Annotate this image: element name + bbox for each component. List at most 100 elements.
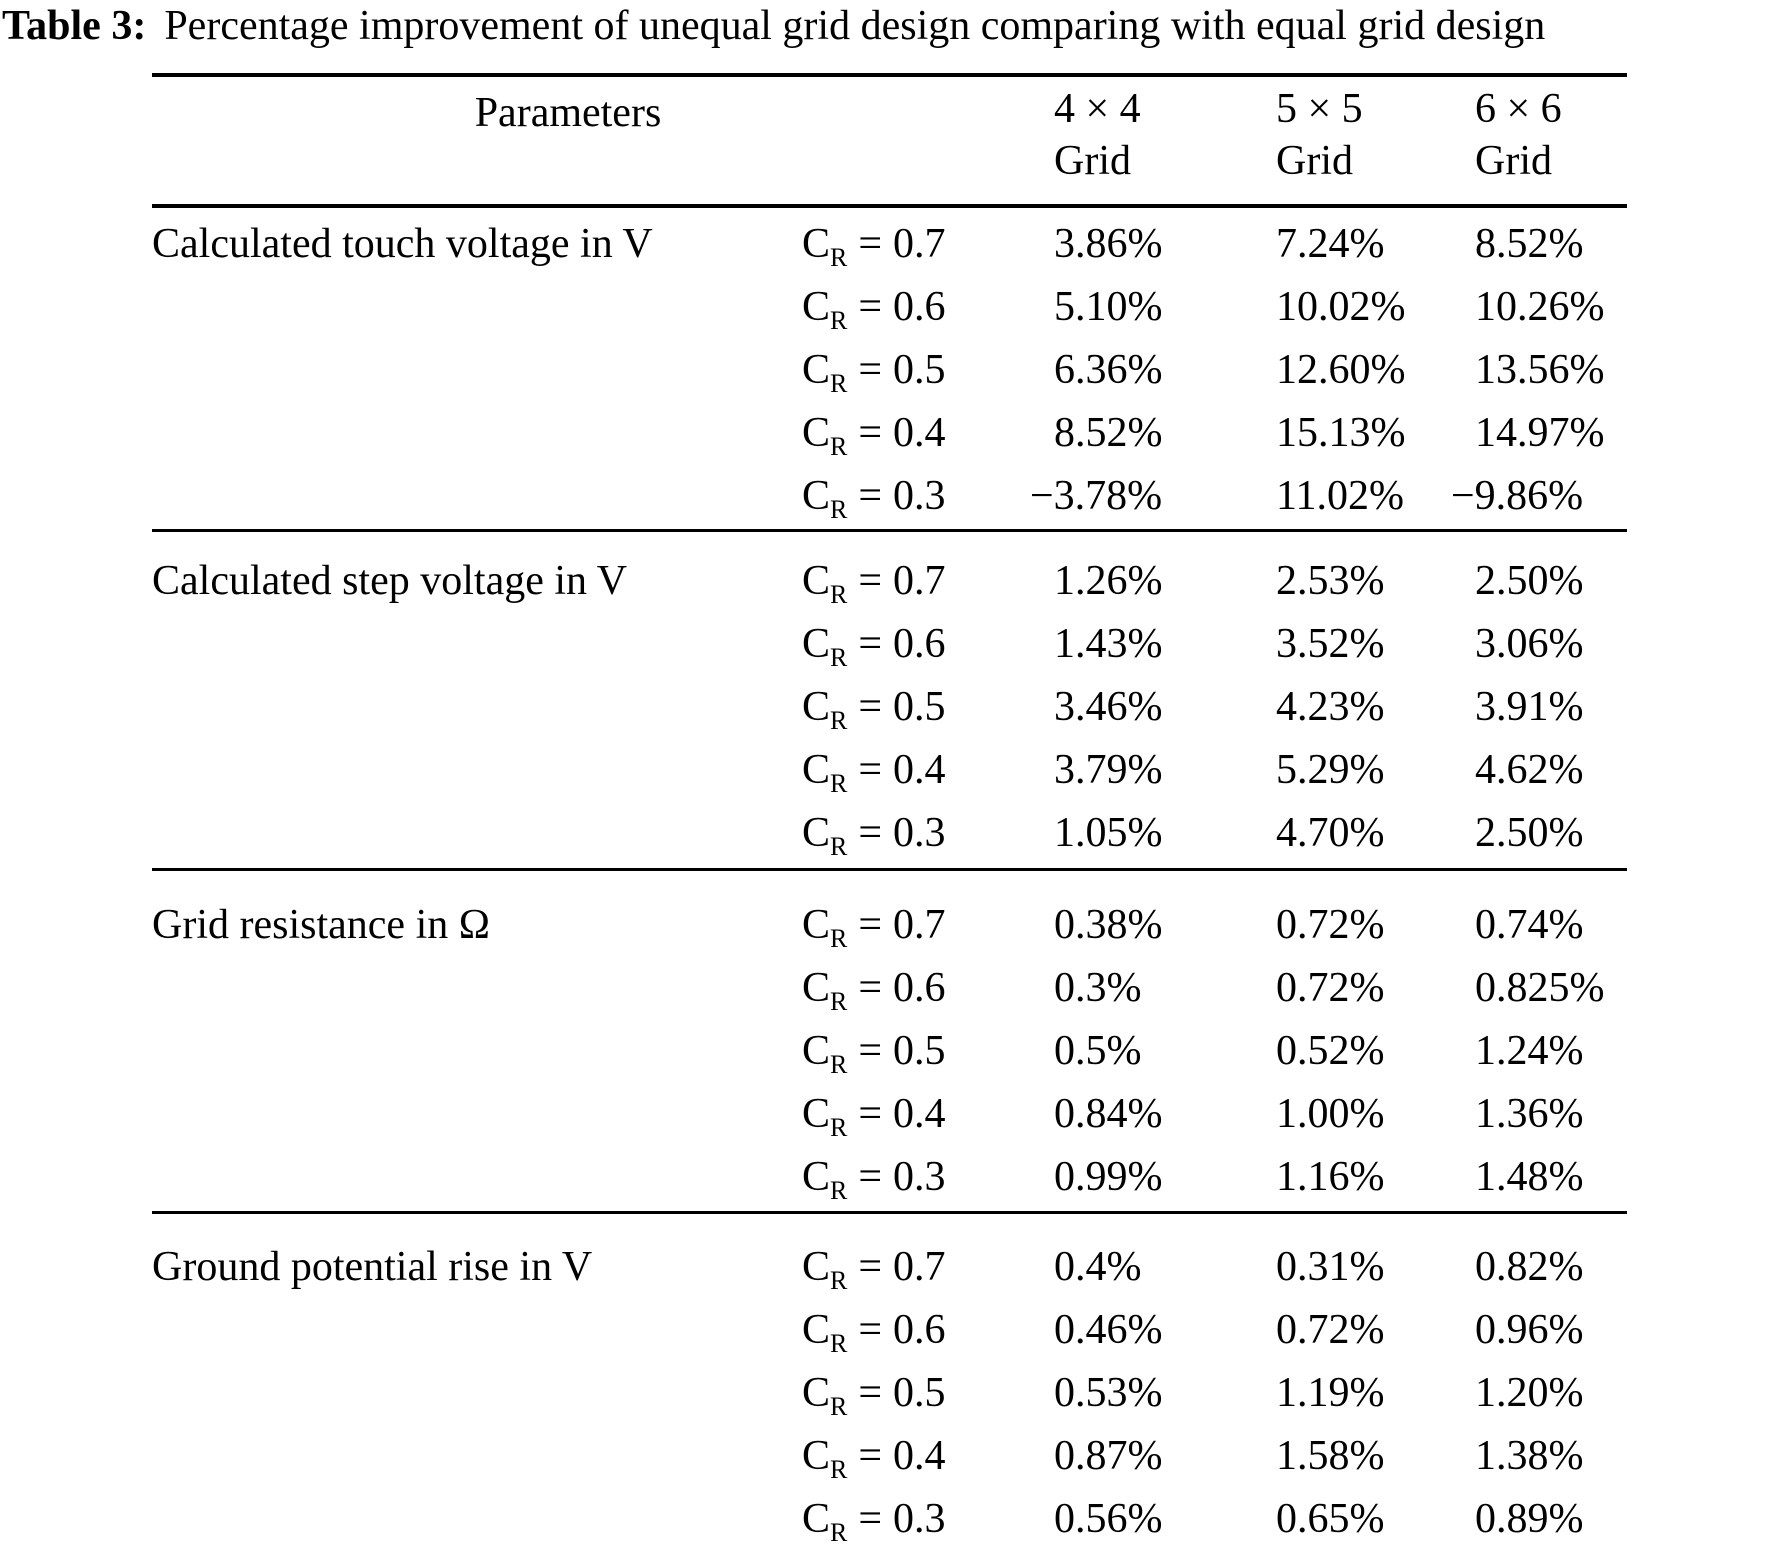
section-label: Ground potential rise in V [152, 1243, 593, 1290]
value-6x6: 0.82% [1475, 1243, 1584, 1290]
cr-value: 0.6 [893, 964, 946, 1011]
cr-value: 0.4 [893, 1090, 946, 1137]
equals-sign: = [858, 1432, 883, 1479]
section-label: Calculated step voltage in V [152, 557, 628, 604]
header-parameters: Parameters [474, 90, 662, 136]
cr-symbol: C [802, 409, 831, 456]
value-4x4: −3.78% [1030, 472, 1163, 519]
value-4x4: 0.4% [1054, 1243, 1142, 1290]
value-4x4: 1.26% [1054, 557, 1163, 604]
cr-subscript: R [830, 368, 848, 398]
value-6x6: 1.48% [1475, 1153, 1584, 1200]
table-caption-text: Percentage improvement of unequal grid d… [164, 3, 1546, 49]
cr-value: 0.7 [893, 1243, 946, 1290]
cr-value: 0.5 [893, 683, 946, 730]
value-5x5: 0.72% [1276, 964, 1385, 1011]
value-4x4: 0.99% [1054, 1153, 1163, 1200]
value-4x4: 0.56% [1054, 1495, 1163, 1542]
table-section: Grid resistance in Ω CR = 0.7 0.38% 0.72% … [152, 871, 1627, 1214]
cr-symbol: C [802, 1495, 831, 1542]
table-row: CR = 0.3 −3.78% 11.02% −9.86% [152, 464, 1627, 527]
cr-subscript: R [830, 1112, 848, 1142]
value-6x6: 2.50% [1475, 557, 1584, 604]
equals-sign: = [858, 1153, 883, 1200]
cr-parameter: CR = 0.3 [802, 1495, 1054, 1546]
value-4x4: 3.79% [1054, 746, 1163, 793]
table-row: Calculated step voltage in V CR = 0.7 1.26… [152, 549, 1627, 612]
value-5x5: 1.00% [1276, 1090, 1385, 1137]
table-row: CR = 0.3 0.56% 0.65% 0.89% [152, 1487, 1627, 1550]
table-row: CR = 0.6 1.43% 3.52% 3.06% [152, 612, 1627, 675]
cr-symbol: C [802, 346, 831, 393]
cr-symbol: C [802, 220, 831, 267]
equals-sign: = [858, 346, 883, 393]
cr-subscript: R [830, 1328, 848, 1358]
cr-parameter: CR = 0.4 [802, 409, 1054, 460]
value-5x5: 12.60% [1276, 346, 1406, 393]
cr-parameter: CR = 0.6 [802, 283, 1054, 334]
table-header: Parameters 4 × 4 Grid 5 × 5 Grid 6 × 6 G… [152, 77, 1627, 208]
equals-sign: = [858, 901, 883, 948]
table-row: CR = 0.3 1.05% 4.70% 2.50% [152, 801, 1627, 864]
table-body: Calculated touch voltage in V CR = 0.7 3.8… [152, 208, 1627, 1550]
value-5x5: 7.24% [1276, 220, 1385, 267]
cr-symbol: C [802, 746, 831, 793]
cr-subscript: R [830, 431, 848, 461]
cr-parameter: CR = 0.6 [802, 964, 1054, 1015]
cr-parameter: CR = 0.5 [802, 1369, 1054, 1420]
value-4x4: 6.36% [1054, 346, 1163, 393]
cr-subscript: R [830, 831, 848, 861]
equals-sign: = [858, 809, 883, 856]
cr-subscript: R [830, 1049, 848, 1079]
header-col-5x5-grid: Grid [1276, 138, 1353, 184]
table-row: Grid resistance in Ω CR = 0.7 0.38% 0.72% … [152, 893, 1627, 956]
value-5x5: 0.72% [1276, 901, 1385, 948]
table-row: CR = 0.6 0.46% 0.72% 0.96% [152, 1298, 1627, 1361]
cr-value: 0.5 [893, 1027, 946, 1074]
cr-symbol: C [802, 1027, 831, 1074]
cr-parameter: CR = 0.3 [802, 1153, 1054, 1204]
cr-symbol: C [802, 620, 831, 667]
value-5x5: 4.23% [1276, 683, 1385, 730]
cr-subscript: R [830, 1265, 848, 1295]
value-6x6: 2.50% [1475, 809, 1584, 856]
value-5x5: 1.19% [1276, 1369, 1385, 1416]
table-row: CR = 0.4 0.84% 1.00% 1.36% [152, 1082, 1627, 1145]
table-caption: Table 3: Percentage improvement of unequa… [2, 0, 1545, 52]
cr-value: 0.3 [893, 809, 946, 856]
table-row: CR = 0.5 0.5% 0.52% 1.24% [152, 1019, 1627, 1082]
equals-sign: = [858, 1306, 883, 1353]
table-row: CR = 0.6 0.3% 0.72% 0.825% [152, 956, 1627, 1019]
cr-value: 0.5 [893, 1369, 946, 1416]
cr-symbol: C [802, 557, 831, 604]
equals-sign: = [858, 1495, 883, 1542]
value-4x4: 0.84% [1054, 1090, 1163, 1137]
value-5x5: 10.02% [1276, 283, 1406, 330]
cr-value: 0.3 [893, 472, 946, 519]
header-col-6x6-grid: Grid [1475, 138, 1552, 184]
value-5x5: 15.13% [1276, 409, 1406, 456]
value-6x6: 10.26% [1475, 283, 1605, 330]
cr-symbol: C [802, 1090, 831, 1137]
value-6x6: 1.20% [1475, 1369, 1584, 1416]
table-row: CR = 0.5 3.46% 4.23% 3.91% [152, 675, 1627, 738]
equals-sign: = [858, 472, 883, 519]
cr-subscript: R [830, 1517, 848, 1547]
cr-subscript: R [830, 305, 848, 335]
value-5x5: 0.52% [1276, 1027, 1385, 1074]
data-table: Parameters 4 × 4 Grid 5 × 5 Grid 6 × 6 G… [152, 73, 1627, 1550]
value-4x4: 0.3% [1054, 964, 1142, 1011]
header-col-5x5: 5 × 5 Grid [1276, 83, 1475, 187]
cr-subscript: R [830, 1454, 848, 1484]
cr-parameter: CR = 0.7 [802, 901, 1054, 952]
equals-sign: = [858, 1243, 883, 1290]
table-section: Calculated touch voltage in V CR = 0.7 3.8… [152, 208, 1627, 532]
cr-subscript: R [830, 923, 848, 953]
section-label: Grid resistance in Ω [152, 901, 490, 948]
cr-symbol: C [802, 1306, 831, 1353]
table-row: Ground potential rise in V CR = 0.7 0.4% 0… [152, 1235, 1627, 1298]
value-6x6: 1.36% [1475, 1090, 1584, 1137]
table-caption-label: Table 3: [2, 3, 147, 49]
value-4x4: 0.5% [1054, 1027, 1142, 1074]
equals-sign: = [858, 620, 883, 667]
